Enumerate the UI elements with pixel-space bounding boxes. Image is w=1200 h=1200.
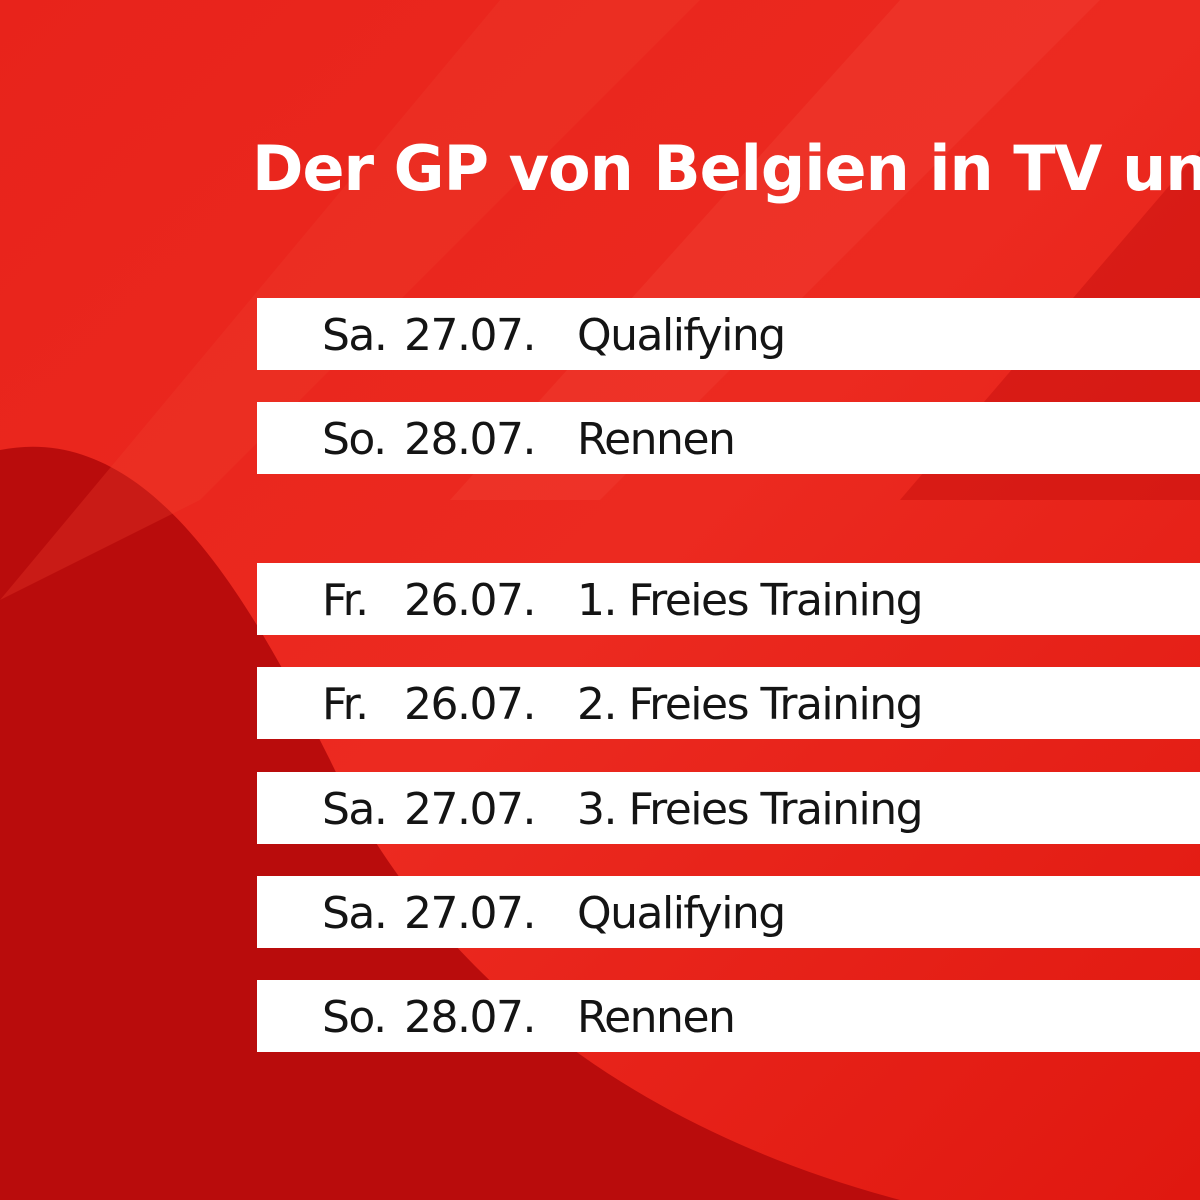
- schedule-row: Sa. 27.07. Qualifying: [257, 298, 1200, 370]
- date: 26.07.: [404, 575, 536, 626]
- date: 27.07.: [404, 784, 536, 835]
- event: 3. Freies Training: [577, 784, 924, 835]
- day: So.: [322, 992, 387, 1043]
- event: Qualifying: [577, 888, 786, 939]
- schedule-row: Fr. 26.07. 2. Freies Training: [257, 667, 1200, 739]
- event: Qualifying: [577, 310, 786, 361]
- day: Fr.: [322, 575, 369, 626]
- schedule-row: So. 28.07. Rennen: [257, 402, 1200, 474]
- day: So.: [322, 414, 387, 465]
- schedule-row: Sa. 27.07. 3. Freies Training: [257, 772, 1200, 844]
- day: Sa.: [322, 888, 388, 939]
- event: 2. Freies Training: [577, 679, 924, 730]
- event: Rennen: [577, 992, 736, 1043]
- event: Rennen: [577, 414, 736, 465]
- date: 27.07.: [404, 310, 536, 361]
- date: 28.07.: [404, 414, 536, 465]
- date: 28.07.: [404, 992, 536, 1043]
- day: Sa.: [322, 310, 388, 361]
- day: Fr.: [322, 679, 369, 730]
- date: 27.07.: [404, 888, 536, 939]
- schedule-row: Fr. 26.07. 1. Freies Training: [257, 563, 1200, 635]
- day: Sa.: [322, 784, 388, 835]
- date: 26.07.: [404, 679, 536, 730]
- schedule-row: Sa. 27.07. Qualifying: [257, 876, 1200, 948]
- event: 1. Freies Training: [577, 575, 924, 626]
- schedule-row: So. 28.07. Rennen: [257, 980, 1200, 1052]
- title: Der GP von Belgien in TV und: [252, 132, 1200, 205]
